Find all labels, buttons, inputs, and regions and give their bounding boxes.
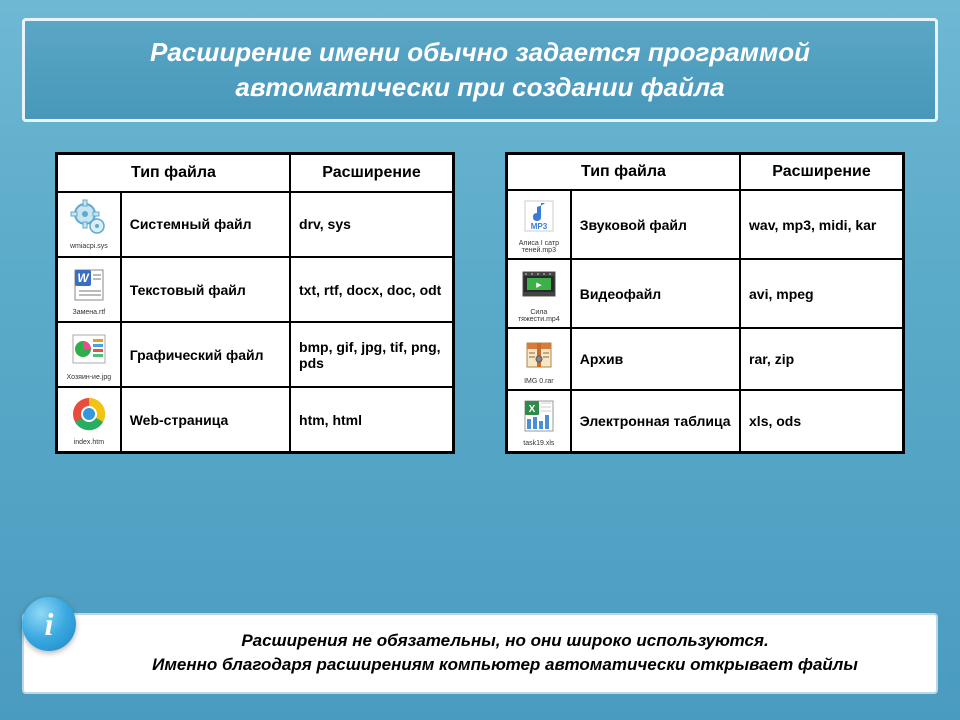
file-ext-label: rar, zip bbox=[740, 328, 903, 390]
file-ext-label: xls, ods bbox=[740, 390, 903, 453]
table-row: Хозяин-ие.jpg Графический файл bmp, gif,… bbox=[57, 322, 454, 387]
svg-text:▶: ▶ bbox=[536, 282, 542, 289]
icon-caption: Сила тяжести.mp4 bbox=[510, 309, 568, 323]
file-type-label: Видеофайл bbox=[571, 259, 740, 328]
mp3-icon: MP3 bbox=[519, 195, 559, 235]
table-row: wmiacpi.sys Системный файл drv, sys bbox=[57, 192, 454, 257]
file-ext-label: avi, mpeg bbox=[740, 259, 903, 328]
chrome-icon bbox=[69, 394, 109, 434]
file-type-label: Текстовый файл bbox=[121, 257, 290, 322]
file-type-label: Графический файл bbox=[121, 322, 290, 387]
footer-container: i Расширения не обязательны, но они широ… bbox=[22, 613, 938, 694]
icon-caption: Хозяин-ие.jpg bbox=[60, 374, 118, 381]
icon-caption: index.htm bbox=[60, 439, 118, 446]
col-header-ext: Расширение bbox=[740, 154, 903, 191]
table-row: ▶ Сила тяжести.mp4 Видеофайл avi, mpeg bbox=[507, 259, 904, 328]
file-icon-cell: W Замена.rtf bbox=[57, 257, 121, 322]
file-ext-label: htm, html bbox=[290, 387, 453, 453]
table-row: W Замена.rtf Текстовый файл txt, rtf, do… bbox=[57, 257, 454, 322]
icon-caption: wmiacpi.sys bbox=[60, 243, 118, 250]
icon-caption: task19.xls bbox=[510, 440, 568, 447]
file-types-table-left: Тип файла Расширение wmiacpi.sys Системн… bbox=[55, 152, 455, 454]
excel-icon: X bbox=[519, 395, 559, 435]
file-icon-cell: index.htm bbox=[57, 387, 121, 453]
info-symbol: i bbox=[45, 608, 54, 640]
gear-icon bbox=[69, 198, 109, 238]
footer-line-2: Именно благодаря расширениям компьютер а… bbox=[94, 653, 916, 678]
col-header-type: Тип файла bbox=[57, 154, 291, 192]
slide-title: Расширение имени обычно задается програм… bbox=[22, 18, 938, 122]
file-icon-cell: IMG 0.rar bbox=[507, 328, 571, 390]
file-icon-cell: X task19.xls bbox=[507, 390, 571, 453]
file-ext-label: bmp, gif, jpg, tif, png, pds bbox=[290, 322, 453, 387]
file-type-label: Web-страница bbox=[121, 387, 290, 453]
info-icon: i bbox=[22, 597, 76, 651]
file-ext-label: txt, rtf, docx, doc, odt bbox=[290, 257, 453, 322]
icon-caption: IMG 0.rar bbox=[510, 378, 568, 385]
footer-note: i Расширения не обязательны, но они широ… bbox=[22, 613, 938, 694]
file-type-label: Звуковой файл bbox=[571, 190, 740, 259]
archive-icon bbox=[519, 333, 559, 373]
file-icon-cell: MP3 Алиса I сатр теней.mp3 bbox=[507, 190, 571, 259]
col-header-ext: Расширение bbox=[290, 154, 453, 192]
tables-container: Тип файла Расширение wmiacpi.sys Системн… bbox=[22, 152, 938, 454]
svg-text:W: W bbox=[77, 271, 90, 285]
svg-text:X: X bbox=[529, 404, 536, 415]
file-ext-label: drv, sys bbox=[290, 192, 453, 257]
file-icon-cell: Хозяин-ие.jpg bbox=[57, 322, 121, 387]
table-row: index.htm Web-страница htm, html bbox=[57, 387, 454, 453]
file-ext-label: wav, mp3, midi, kar bbox=[740, 190, 903, 259]
svg-text:MP3: MP3 bbox=[531, 222, 548, 231]
file-type-label: Архив bbox=[571, 328, 740, 390]
file-type-label: Системный файл bbox=[121, 192, 290, 257]
image-file-icon bbox=[69, 329, 109, 369]
icon-caption: Алиса I сатр теней.mp3 bbox=[510, 240, 568, 254]
table-row: X task19.xls Электронная таблица xls, od… bbox=[507, 390, 904, 453]
file-types-table-right: Тип файла Расширение MP3 Алиса I сатр те… bbox=[505, 152, 905, 454]
file-type-label: Электронная таблица bbox=[571, 390, 740, 453]
footer-line-1: Расширения не обязательны, но они широко… bbox=[94, 629, 916, 654]
table-row: MP3 Алиса I сатр теней.mp3 Звуковой файл… bbox=[507, 190, 904, 259]
table-row: IMG 0.rar Архив rar, zip bbox=[507, 328, 904, 390]
word-doc-icon: W bbox=[69, 264, 109, 304]
file-icon-cell: wmiacpi.sys bbox=[57, 192, 121, 257]
icon-caption: Замена.rtf bbox=[60, 309, 118, 316]
file-icon-cell: ▶ Сила тяжести.mp4 bbox=[507, 259, 571, 328]
video-file-icon: ▶ bbox=[519, 264, 559, 304]
col-header-type: Тип файла bbox=[507, 154, 741, 191]
